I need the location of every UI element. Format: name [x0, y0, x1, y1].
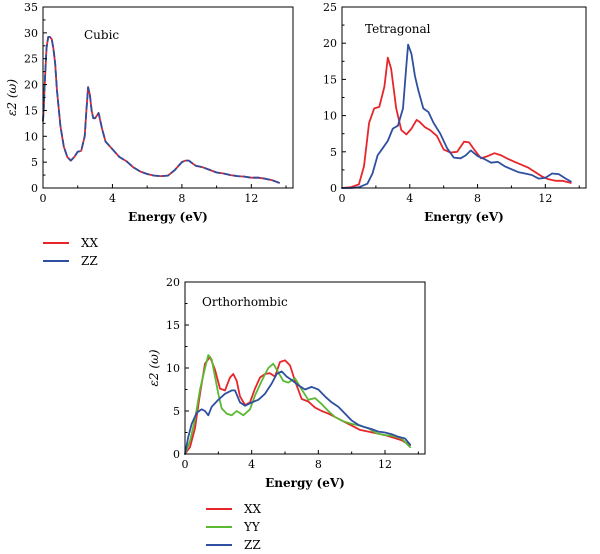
plot-frame: [42, 6, 294, 189]
legend-swatch-zz: [206, 544, 232, 546]
y-tick-label: 35: [24, 1, 38, 14]
x-tick-label: 0: [339, 192, 346, 205]
chart-orthorhombic: 0 5 10 15 20 0 4 8 12 Energy (eV) ε2 (ω) Orthorhomb…: [147, 276, 426, 490]
y-tick-label: 25: [24, 53, 38, 66]
series-line-xx: [341, 56, 572, 189]
y-tick-label: 0: [31, 182, 38, 195]
series-line-xx: [42, 36, 280, 184]
legend-label-zz: ZZ: [81, 254, 98, 268]
x-tick-label: 12: [538, 192, 552, 205]
series-line-zz: [184, 370, 411, 455]
y-tick-label: 25: [323, 1, 337, 14]
x-tick-label: 0: [182, 458, 189, 471]
chart-title: Cubic: [84, 28, 119, 42]
y-tick-label: 5: [31, 156, 38, 169]
legend-item-yy: YY: [206, 518, 261, 536]
y-tick-label: 10: [166, 362, 180, 375]
y-axis-label: ε2 (ω): [5, 79, 19, 116]
x-tick-label: 12: [378, 458, 392, 471]
y-tick-label: 5: [173, 405, 180, 418]
legend-label-zz: ZZ: [244, 538, 261, 552]
legend-item-xx: XX: [43, 234, 98, 252]
series-line-zz: [42, 36, 280, 184]
y-tick-label: 10: [24, 130, 38, 143]
y-tick-label: 15: [24, 104, 38, 117]
y-tick-label: 0: [330, 182, 337, 195]
legend-item-zz: ZZ: [206, 536, 261, 554]
series-line-zz: [341, 43, 572, 189]
x-tick-label: 12: [244, 192, 258, 205]
x-tick-label: 8: [315, 458, 322, 471]
y-tick-label: 0: [173, 448, 180, 461]
legend-swatch-xx: [206, 508, 232, 510]
y-tick-label: 5: [330, 146, 337, 159]
legend-label-yy: YY: [244, 520, 260, 534]
y-axis-label: ε2 (ω): [147, 349, 161, 386]
y-tick-label: 20: [323, 37, 337, 50]
chart-title: Orthorhombic: [202, 295, 288, 309]
x-axis-label: Energy (eV): [128, 210, 208, 224]
chart-tetragonal: 0 5 10 15 20 25 0 4 8 12 Energy (eV) Tetragonal: [323, 1, 587, 224]
x-axis-label: Energy (eV): [424, 210, 504, 224]
y-tick-label: 30: [24, 27, 38, 40]
x-axis-label: Energy (eV): [265, 476, 345, 490]
y-tick-label: 10: [323, 110, 337, 123]
y-tick-label: 20: [166, 276, 180, 289]
legend-label-xx: XX: [244, 502, 262, 516]
legend-swatch-xx: [43, 242, 69, 244]
y-tick-label: 15: [166, 319, 180, 332]
y-tick-label: 15: [323, 73, 337, 86]
series-line-yy: [184, 354, 411, 455]
chart-cubic: 0 5 10 15 20 25 30 35 0 4 8 12 Energy (eV) ε2 (ω) Cubi…: [5, 1, 294, 224]
x-tick-label: 4: [109, 192, 116, 205]
legend-item-xx: XX: [206, 500, 261, 518]
legend-swatch-zz: [43, 260, 69, 262]
series-line-xx: [184, 355, 411, 455]
x-tick-label: 4: [406, 192, 413, 205]
x-tick-label: 8: [474, 192, 481, 205]
legend-item-zz: ZZ: [43, 252, 98, 270]
x-tick-label: 0: [40, 192, 47, 205]
chart-title: Tetragonal: [365, 22, 431, 36]
y-tick-label: 20: [24, 79, 38, 92]
x-tick-label: 8: [178, 192, 185, 205]
legend-swatch-yy: [206, 526, 232, 528]
legend-label-xx: XX: [81, 236, 99, 250]
legend-bottom: XX YY ZZ: [206, 500, 261, 554]
legend-top: XX ZZ: [43, 234, 98, 270]
x-tick-label: 4: [248, 458, 255, 471]
